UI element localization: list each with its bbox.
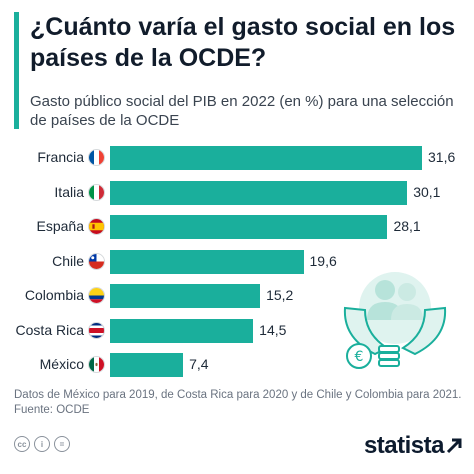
bar [110, 353, 184, 377]
bar-row: Chile 19,6 [0, 249, 474, 274]
category-label: Italia [54, 183, 84, 200]
france-flag-icon [88, 149, 105, 166]
bar-row: España 28,1 [0, 215, 474, 239]
bar [110, 284, 261, 308]
equals-icon[interactable]: = [54, 436, 70, 452]
bar [110, 318, 254, 343]
logo-text: statista [363, 432, 445, 459]
value-label: 7,4 [189, 356, 209, 372]
footnotes: Datos de México para 2019, de Costa Rica… [14, 388, 469, 418]
bar-row: Costa Rica 14,5 [0, 318, 474, 343]
colombia-flag-icon [88, 287, 105, 304]
category-label: Francia [37, 149, 84, 165]
bar-row: Colombia 15,2 [0, 284, 474, 308]
social-spending-illustration-icon: € [343, 272, 447, 369]
bar [110, 215, 388, 239]
by-icon[interactable]: i [34, 436, 50, 452]
mexico-flag-icon [88, 356, 105, 373]
category-label: México [39, 356, 84, 372]
category-label: España [36, 218, 84, 234]
bar-chart: Francia 31,6 Italia 30,1 España 28,1 Chile 19,6… [0, 140, 474, 380]
category-label: Chile [52, 252, 84, 269]
category-label: Costa Rica [15, 321, 84, 338]
chile-flag-icon [88, 252, 105, 270]
value-label: 30,1 [413, 183, 441, 200]
value-label: 28,1 [393, 218, 421, 234]
bar [110, 249, 304, 274]
chart-title: ¿Cuánto varía el gasto social en los paí… [30, 13, 456, 72]
note-text: Datos de México para 2019, de Costa Rica… [14, 389, 462, 401]
costa-rica-flag-icon [88, 321, 105, 339]
title-accent-bar [14, 12, 19, 129]
logo-arrow-icon [446, 438, 462, 454]
license-icons: cc i = [14, 436, 70, 452]
bar-row: México 7,4 [0, 353, 474, 377]
bar-row: Italia 30,1 [0, 180, 474, 205]
spain-flag-icon [88, 218, 105, 235]
category-label: Colombia [24, 287, 84, 303]
value-label: 31,6 [428, 149, 456, 165]
source-text: Fuente: OCDE [14, 404, 90, 416]
statista-logo[interactable]: statista [364, 432, 462, 460]
bar-row: Francia 31,6 [0, 146, 474, 170]
value-label: 15,2 [266, 287, 294, 303]
bar [110, 180, 408, 205]
svg-text:€: € [355, 349, 364, 365]
cc-icon[interactable]: cc [14, 436, 30, 452]
value-label: 14,5 [259, 321, 287, 338]
italy-flag-icon [88, 183, 105, 201]
bar [110, 146, 422, 170]
value-label: 19,6 [309, 252, 337, 269]
chart-subtitle: Gasto público social del PIB en 2022 (en… [30, 93, 454, 129]
